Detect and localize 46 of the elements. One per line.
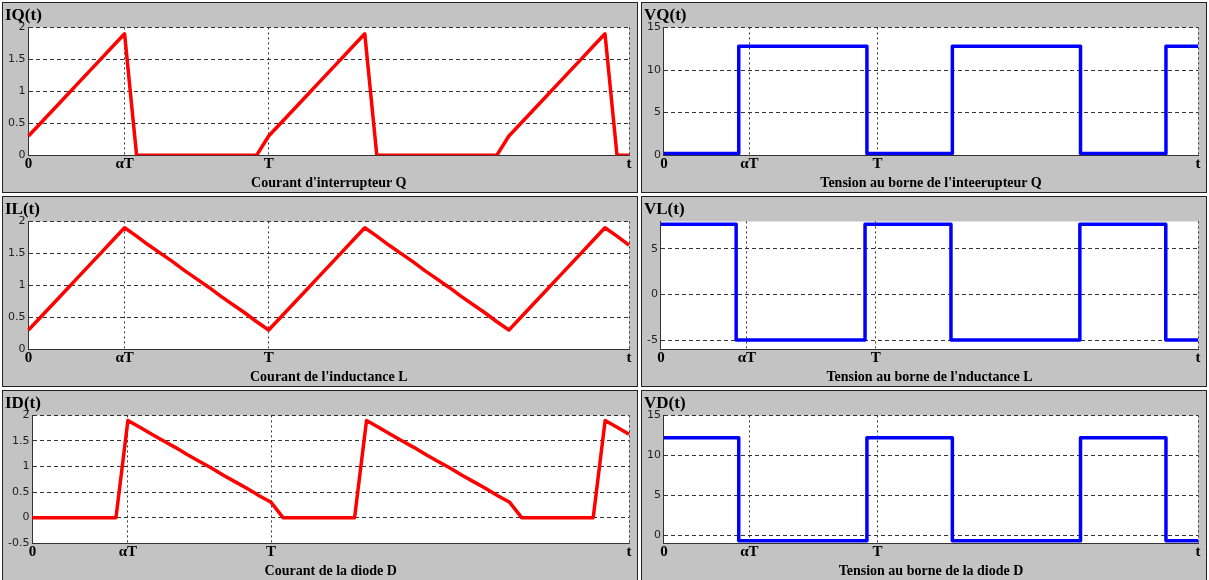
y-tick-label: 5 — [650, 241, 658, 255]
y-tick-label: 1.5 — [7, 52, 26, 66]
y-tick-label: 1.5 — [7, 246, 26, 260]
y-tick-label: 0.5 — [11, 484, 30, 498]
y-tick-label: -0.5 — [7, 536, 30, 550]
x-axis-title: Courant de l'inductance L — [249, 369, 408, 385]
y-tick-label: 1 — [22, 459, 30, 473]
x-tick-label: αT — [740, 543, 759, 560]
y-tick-label: 5 — [654, 105, 661, 119]
x-tick-label: t — [1195, 543, 1201, 560]
x-axis-title: Courant de la diode D — [264, 563, 397, 579]
x-axis-title: Tension au borne de l'nductance L — [826, 369, 1033, 385]
x-tick-label: αT — [115, 155, 134, 172]
y-tick-label: 10 — [647, 62, 661, 76]
x-tick-label: t — [626, 543, 632, 560]
x-tick-label: T — [266, 543, 277, 560]
x-axis-title: Courant d'interrupteur Q — [251, 175, 407, 191]
x-tick-label: T — [263, 349, 274, 366]
x-tick-label: t — [626, 155, 632, 172]
y-tick-label: 0 — [654, 528, 661, 542]
x-tick-label: t — [1195, 155, 1201, 172]
chart-title: IQ(t) — [5, 4, 42, 24]
y-tick-label: 0 — [650, 287, 658, 301]
x-tick-label: T — [872, 155, 883, 172]
y-tick-label: 5 — [654, 488, 661, 502]
x-axis-title: Tension au borne de la diode D — [838, 563, 1024, 579]
chart-title: VL(t) — [644, 198, 685, 218]
x-tick-label: αT — [118, 543, 138, 560]
x-tick-label: T — [263, 155, 274, 172]
x-tick-label: αT — [740, 155, 759, 172]
y-tick-label: 0.5 — [7, 310, 26, 324]
y-tick-label: 0 — [22, 510, 30, 524]
x-tick-label: T — [870, 349, 881, 366]
chart-title: ID(t) — [5, 392, 41, 412]
y-tick-label: 1 — [18, 278, 26, 292]
y-tick-label: 1.5 — [11, 433, 30, 447]
y-tick-label: -5 — [647, 332, 658, 346]
y-tick-label: 0.5 — [7, 116, 26, 130]
y-tick-label: 10 — [647, 448, 661, 462]
x-axis-title: Tension au borne de l'inteerupteur Q — [820, 175, 1042, 191]
x-tick-label: αT — [737, 349, 757, 366]
x-tick-label: T — [872, 543, 883, 560]
x-tick-label: t — [1195, 349, 1201, 366]
y-tick-label: 1 — [18, 84, 26, 98]
x-tick-label: αT — [115, 349, 134, 366]
x-tick-label: t — [626, 349, 632, 366]
